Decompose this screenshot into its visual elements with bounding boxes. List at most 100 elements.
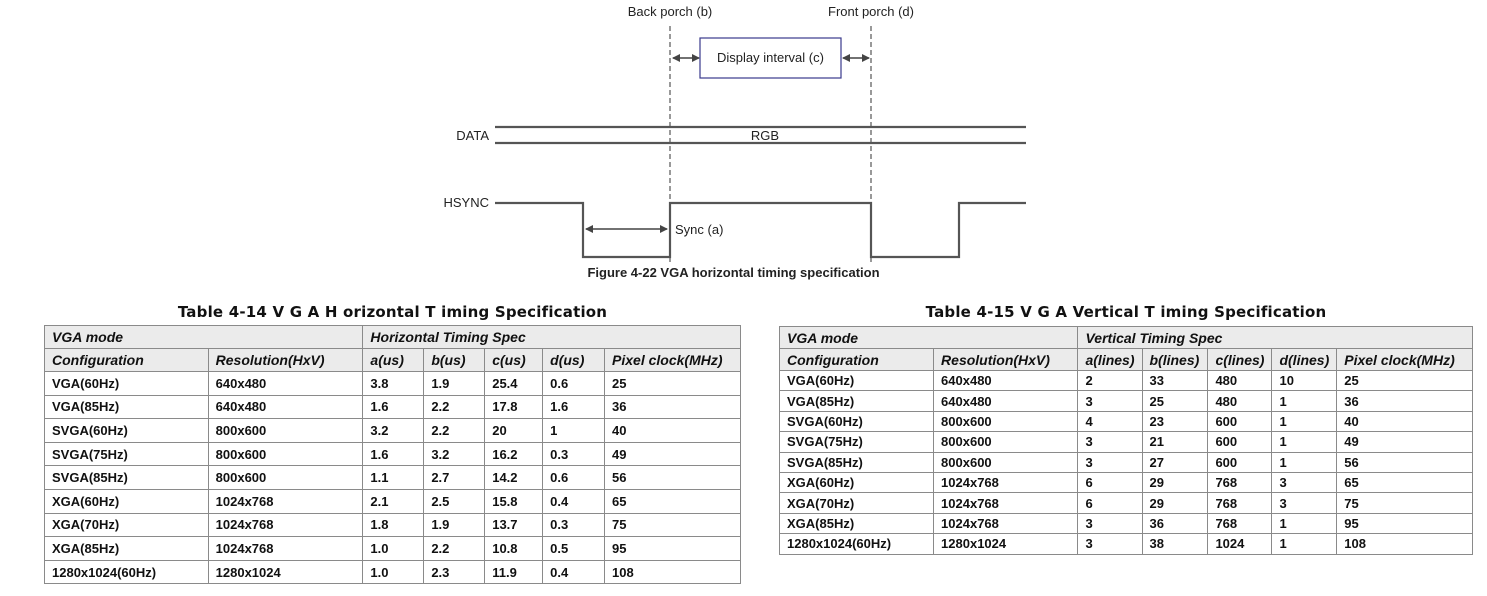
hsync-timing-diagram: Back porch (b) Front porch (d) Display i… — [443, 4, 1026, 262]
table-cell: 1 — [1271, 533, 1338, 555]
table-cell: 15.8 — [484, 488, 544, 514]
table-cell: SVGA(85Hz) — [778, 451, 935, 473]
table-row: XGA(70Hz) 1024x768 1.8 1.9 13.7 0.3 75 — [44, 512, 741, 538]
table-cell: 3 — [1077, 512, 1143, 535]
table-row: SVGA(60Hz) 800x600 3.2 2.2 20 1 40 — [44, 418, 741, 443]
table-cell: 10.8 — [484, 536, 544, 561]
table-cell: 2.2 — [423, 418, 486, 443]
table-cell: 1024x768 — [207, 512, 364, 538]
table-cell: 25 — [604, 371, 741, 396]
column-header: b(us) — [423, 348, 486, 372]
vertical-table-body: VGA(60Hz) 640x480 2 33 480 10 25 VGA(85Hz) 640x4… — [778, 369, 1473, 555]
table-cell: 1.9 — [423, 512, 486, 538]
column-header: a(lines) — [1077, 348, 1143, 371]
table-cell: 49 — [1336, 431, 1473, 453]
table-cell: 0.3 — [542, 512, 606, 538]
vga-mode-header: VGA mode — [778, 326, 1079, 349]
data-signal-label: DATA — [456, 128, 489, 143]
table-cell: 75 — [1336, 492, 1473, 514]
table-cell: 75 — [604, 512, 741, 538]
table-cell: 2.3 — [423, 559, 486, 585]
front-porch-label: Front porch (d) — [828, 4, 914, 19]
table-cell: 6 — [1077, 471, 1143, 494]
table-cell: 2.2 — [423, 394, 486, 420]
vga-mode-header: VGA mode — [43, 325, 364, 349]
table-row: SVGA(75Hz) 800x600 1.6 3.2 16.2 0.3 49 — [44, 441, 741, 467]
table-cell: 1.8 — [362, 512, 425, 538]
table-cell: 38 — [1141, 533, 1209, 555]
table-column-header-row: Configuration Resolution(HxV) a(us) b(us… — [44, 348, 741, 372]
table-cell: 0.5 — [542, 536, 606, 561]
table-group-header-row: VGA mode Vertical Timing Spec — [778, 326, 1473, 349]
table-row: XGA(70Hz) 1024x768 6 29 768 3 75 — [778, 492, 1473, 514]
table-cell: XGA(70Hz) — [44, 512, 209, 538]
table-cell: 95 — [604, 536, 741, 561]
table-cell: 16.2 — [484, 441, 544, 467]
table-cell: 36 — [1141, 512, 1209, 535]
column-header: c(us) — [484, 348, 544, 372]
table-cell: 1280x1024 — [933, 533, 1079, 555]
display-interval-label: Display interval (c) — [717, 50, 824, 65]
column-header: d(lines) — [1271, 348, 1338, 371]
table-cell: 36 — [604, 394, 741, 420]
table-cell: 40 — [604, 418, 741, 443]
table-group-header-row: VGA mode Horizontal Timing Spec — [43, 325, 741, 349]
table-cell: 2.1 — [362, 488, 425, 514]
table-cell: 11.9 — [484, 559, 544, 585]
table-cell: 600 — [1207, 410, 1273, 433]
table-cell: SVGA(60Hz) — [778, 410, 935, 433]
column-header: Configuration — [778, 348, 935, 371]
table-cell: 33 — [1141, 369, 1209, 392]
table-row: VGA(60Hz) 640x480 3.8 1.9 25.4 0.6 25 — [44, 371, 741, 396]
table-cell: 1280x1024(60Hz) — [44, 559, 209, 585]
table-cell: 800x600 — [207, 441, 364, 467]
display-interval-box — [699, 37, 842, 79]
table-cell: 1280x1024 — [207, 559, 364, 585]
column-header: d(us) — [542, 348, 606, 372]
table-row: XGA(85Hz) 1024x768 1.0 2.2 10.8 0.5 95 — [44, 536, 741, 561]
table-cell: 95 — [1336, 512, 1473, 535]
table-cell: 3.8 — [362, 371, 425, 396]
table-cell: 3.2 — [362, 418, 425, 443]
table-cell: 800x600 — [933, 431, 1079, 453]
table-cell: 25.4 — [484, 371, 544, 396]
table-cell: 3 — [1077, 431, 1143, 453]
table-cell: XGA(60Hz) — [44, 488, 209, 514]
sync-label: Sync (a) — [675, 222, 723, 237]
table-column-header-row: Configuration Resolution(HxV) a(lines) b… — [778, 348, 1473, 371]
table-cell: SVGA(85Hz) — [44, 465, 209, 490]
table-cell: 800x600 — [933, 410, 1079, 433]
table-cell: 10 — [1271, 369, 1338, 392]
table-cell: 1 — [1271, 431, 1338, 453]
table-cell: 640x480 — [933, 390, 1079, 412]
table-cell: 800x600 — [933, 451, 1079, 473]
table-row: XGA(60Hz) 1024x768 6 29 768 3 65 — [778, 471, 1473, 494]
table-cell: 2.2 — [423, 536, 486, 561]
table-row: 1280x1024(60Hz) 1280x1024 1.0 2.3 11.9 0.4 108 — [44, 559, 741, 585]
table-cell: 36 — [1336, 390, 1473, 412]
table-cell: 600 — [1207, 451, 1273, 473]
timing-spec-header: Vertical Timing Spec — [1077, 326, 1473, 349]
table-cell: 1 — [1271, 390, 1338, 412]
table-cell: 40 — [1336, 410, 1473, 433]
table-cell: 17.8 — [484, 394, 544, 420]
back-porch-label: Back porch (b) — [628, 4, 713, 19]
rgb-label: RGB — [751, 128, 779, 143]
table-row: XGA(85Hz) 1024x768 3 36 768 1 95 — [778, 512, 1473, 535]
table-cell: 800x600 — [207, 418, 364, 443]
column-header: Resolution(HxV) — [933, 348, 1079, 371]
table-cell: XGA(85Hz) — [778, 512, 935, 535]
table-cell: XGA(85Hz) — [44, 536, 209, 561]
table-cell: SVGA(75Hz) — [44, 441, 209, 467]
horizontal-table-title: Table 4-14 V G A H orizontal T iming Spe… — [177, 303, 608, 321]
table-cell: 25 — [1141, 390, 1209, 412]
table-cell: 0.3 — [542, 441, 606, 467]
table-cell: 3 — [1077, 390, 1143, 412]
table-cell: 1024x768 — [207, 536, 364, 561]
table-cell: 1 — [1271, 451, 1338, 473]
table-cell: 21 — [1141, 431, 1209, 453]
table-cell: 0.4 — [542, 488, 606, 514]
vertical-table-title: Table 4-15 V G A Vertical T iming Specif… — [925, 303, 1327, 321]
table-cell: 2.5 — [423, 488, 486, 514]
table-cell: 1 — [542, 418, 606, 443]
